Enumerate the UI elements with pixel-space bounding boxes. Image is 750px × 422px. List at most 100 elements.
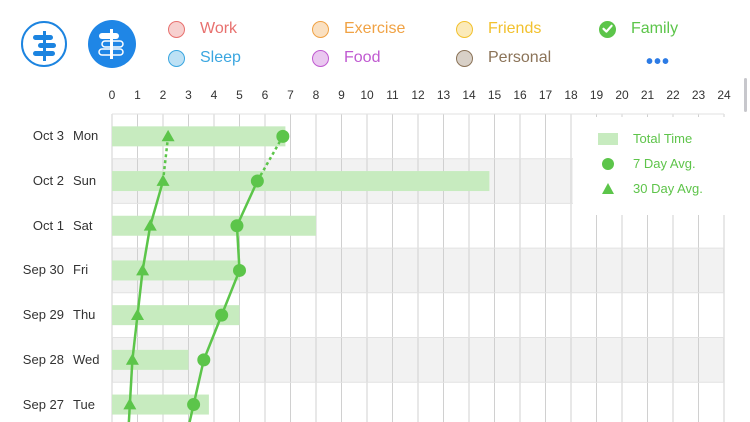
seven-day-avg-point (197, 353, 211, 367)
category-label: Work (200, 20, 238, 37)
category-label: Friends (488, 20, 542, 37)
x-tick-label: 14 (462, 88, 476, 102)
total-time-bar (112, 260, 240, 281)
x-tick-label: 23 (691, 88, 706, 102)
row-weekday: Sun (73, 173, 97, 189)
x-tick-label: 12 (411, 88, 425, 102)
category-label: Sleep (200, 49, 241, 66)
triangle-marker-icon (598, 182, 618, 196)
thirty-day-avg-line-segment (161, 136, 170, 182)
seven-day-avg-point (233, 263, 246, 277)
row-date: Sep 28 (22, 351, 64, 367)
x-tick-label: 24 (717, 88, 731, 102)
timeline-view-button[interactable] (21, 21, 67, 67)
thirty-day-avg-point (156, 174, 170, 186)
category-dot-icon (168, 20, 185, 38)
thirty-day-avg-line-segment (131, 315, 139, 360)
seven-day-avg-point (250, 174, 264, 188)
category-exercise[interactable]: Exercise (312, 18, 405, 40)
x-tick-label: 4 (210, 88, 218, 102)
legend-item: Total Time (598, 131, 692, 146)
seven-day-avg-point (276, 129, 290, 143)
thirty-day-avg-point (131, 308, 144, 321)
row-date: Sep 29 (22, 307, 64, 323)
seven-day-avg-point (215, 308, 229, 322)
thirty-day-avg-point (123, 398, 137, 410)
thirty-day-avg-point (136, 263, 150, 276)
seven-day-avg-point (187, 398, 201, 412)
chart-view-button[interactable] (88, 20, 136, 68)
x-tick-label: 21 (640, 88, 655, 102)
x-tick-label: 6 (261, 88, 269, 102)
seven-day-avg-line-segment (202, 314, 223, 361)
thirty-day-avg-line-segment (128, 359, 134, 405)
row-date: Sep 27 (22, 396, 64, 412)
thirty-day-avg-line-segment (141, 225, 152, 271)
row-date: Sep 30 (22, 262, 64, 278)
category-label: Exercise (344, 20, 406, 37)
scrollbar[interactable] (744, 78, 747, 112)
chart-legend: Total Time 7 Day Avg. 30 Day Avg. (573, 117, 725, 215)
category-family[interactable]: Family (599, 18, 678, 40)
x-tick-label: 13 (436, 88, 451, 102)
x-tick-label: 1 (134, 88, 141, 102)
check-circle-icon (599, 20, 616, 38)
row-weekday: Tue (73, 396, 95, 412)
total-time-bar (112, 305, 240, 326)
total-time-bar (112, 171, 490, 192)
x-tick-label: 17 (538, 88, 553, 102)
x-tick-label: 7 (287, 88, 294, 102)
row-weekday: Wed (73, 351, 100, 367)
category-dot-icon (456, 49, 473, 67)
total-time-bar (112, 349, 189, 370)
row-weekday: Thu (73, 307, 96, 323)
seven-day-avg-point (230, 219, 244, 233)
category-work[interactable]: Work (168, 18, 237, 40)
category-personal[interactable]: Personal (456, 47, 551, 69)
seven-day-avg-line-segment (256, 135, 284, 182)
category-label: Food (344, 49, 381, 66)
legend-label: 30 Day Avg. (633, 181, 703, 196)
category-friends[interactable]: Friends (456, 18, 541, 40)
total-time-bar (112, 394, 209, 415)
category-food[interactable]: Food (312, 47, 380, 69)
seven-day-avg-line-segment (235, 180, 259, 227)
total-time-bar (112, 126, 286, 147)
thirty-day-avg-line-segment (136, 270, 144, 316)
x-tick-label: 15 (487, 88, 502, 102)
x-tick-label: 11 (386, 88, 399, 102)
legend-item: 7 Day Avg. (598, 156, 696, 171)
row-date: Oct 3 (32, 128, 64, 144)
seven-day-avg-line-segment (235, 225, 241, 271)
thirty-day-avg-point (125, 353, 139, 365)
category-dot-icon (312, 20, 329, 38)
bar-chart-icon (98, 29, 124, 59)
seven-day-avg-line-segment (192, 359, 206, 405)
x-tick-label: 9 (338, 88, 345, 102)
x-tick-label: 19 (589, 88, 604, 102)
timeline-icon (33, 31, 56, 61)
more-categories-button[interactable]: ••• (646, 51, 671, 73)
row-weekday: Sat (73, 217, 93, 233)
thirty-day-avg-point (161, 129, 175, 142)
x-tick-label: 16 (513, 88, 527, 102)
row-date: Oct 1 (32, 217, 64, 233)
x-tick-label: 2 (159, 88, 167, 102)
x-tick-label: 10 (360, 88, 374, 102)
legend-item: 30 Day Avg. (598, 181, 703, 196)
category-label: Personal (488, 49, 552, 66)
category-dot-icon (456, 20, 473, 38)
total-time-swatch (598, 132, 618, 146)
x-tick-label: 8 (312, 88, 320, 102)
category-sleep[interactable]: Sleep (168, 47, 241, 69)
category-dot-icon (168, 49, 185, 67)
row-weekday: Fri (73, 262, 89, 278)
thirty-day-avg-point (143, 219, 157, 231)
x-tick-label: 0 (108, 88, 116, 102)
category-dot-icon (312, 49, 329, 67)
x-tick-label: 3 (185, 88, 192, 102)
total-time-bar (112, 215, 316, 236)
row-date: Oct 2 (32, 173, 64, 189)
x-tick-label: 20 (615, 88, 629, 102)
